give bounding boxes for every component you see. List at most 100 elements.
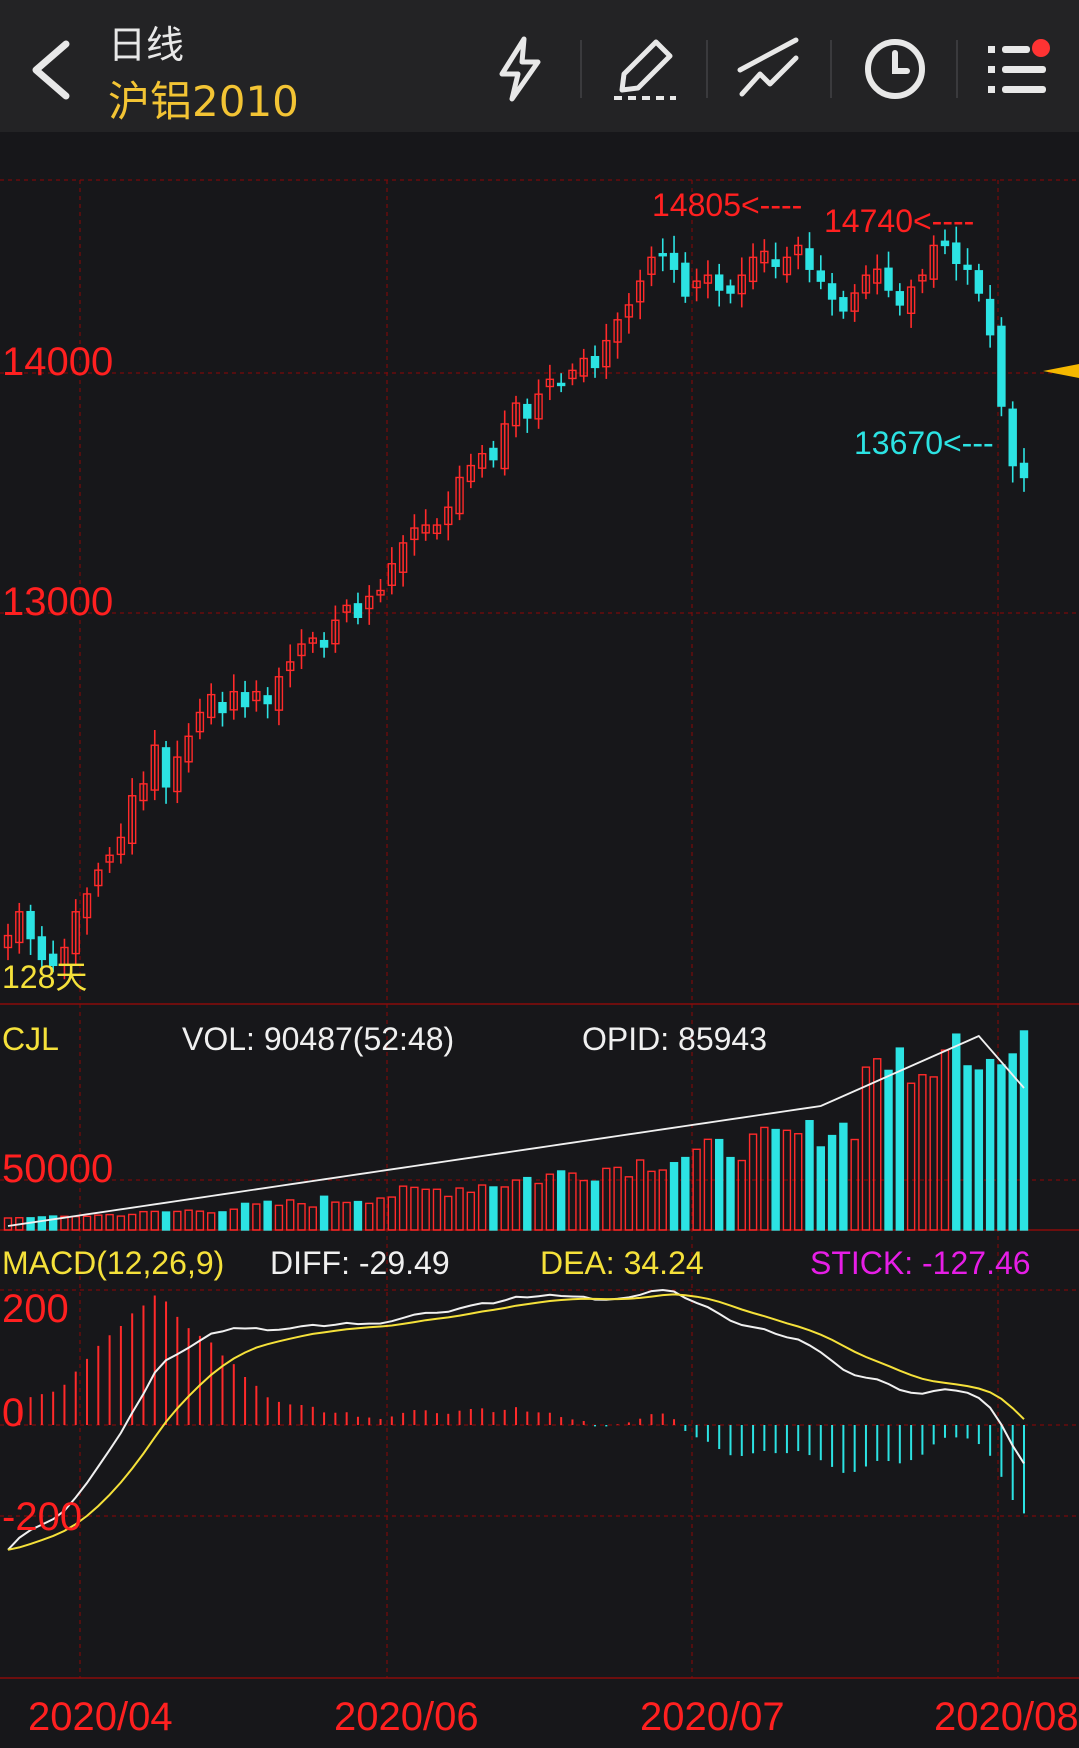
candle-body: [161, 747, 171, 788]
candle-body: [173, 756, 182, 793]
diff-line: [7, 1288, 1025, 1551]
candle-body: [48, 953, 58, 967]
volume-bar: [477, 1184, 487, 1231]
separator: [580, 40, 582, 98]
candle-body: [624, 304, 634, 318]
back-arrow-icon[interactable]: [26, 38, 76, 102]
volume-bar: [161, 1211, 171, 1231]
candle-body: [906, 286, 916, 314]
candle-body: [602, 339, 611, 368]
volume-bar: [1019, 1030, 1029, 1231]
candle-body: [410, 527, 419, 541]
volume-bar: [523, 1176, 532, 1231]
top-bar: [0, 0, 1079, 132]
candle-body: [105, 854, 114, 863]
volume-bar: [398, 1185, 408, 1231]
candle-body: [918, 274, 927, 282]
panel-borders: [0, 1003, 1079, 1679]
candle-body: [466, 464, 476, 483]
candle-body: [195, 711, 205, 733]
volume-bar: [545, 1173, 555, 1231]
volume-bar: [376, 1197, 385, 1231]
candle-body: [952, 242, 961, 264]
candle-body: [263, 695, 272, 705]
vol-tick: 50000: [2, 1147, 113, 1191]
macd-stick: STICK: -127.46: [810, 1245, 1031, 1281]
menu-list-icon[interactable]: [984, 36, 1050, 102]
period-title: 日线: [108, 23, 185, 67]
candle-body: [127, 795, 137, 844]
x-tick-2020-04: 2020/04: [28, 1695, 173, 1739]
volume-bar: [365, 1202, 374, 1231]
candle-body: [647, 256, 656, 275]
volume-bar: [489, 1186, 498, 1231]
volume-bar: [466, 1191, 476, 1231]
volume-bar: [805, 1120, 814, 1231]
volume-bar: [534, 1182, 543, 1231]
candle-body: [455, 476, 464, 515]
volume-bar: [3, 1217, 13, 1231]
candle-body: [116, 836, 126, 856]
volume-bar: [511, 1179, 521, 1231]
volume-bar: [229, 1208, 238, 1231]
volume-bar: [455, 1187, 464, 1231]
candle-body: [150, 744, 159, 791]
volume-bar: [873, 1058, 882, 1231]
macd-tick-200: 200: [2, 1287, 69, 1331]
low-price-label: 13670<---: [854, 425, 994, 461]
volume-bar: [116, 1215, 126, 1231]
volume-bar: [884, 1069, 893, 1231]
macd-tick-neg200: -200: [2, 1495, 82, 1539]
candle-body: [1019, 462, 1029, 479]
candle-body: [963, 264, 972, 270]
candle-body: [771, 259, 780, 267]
candle-body: [997, 325, 1006, 407]
volume-bar: [782, 1129, 792, 1231]
symbol-title: 沪铝2010: [108, 77, 299, 126]
volume-bar: [997, 1064, 1006, 1231]
volume-bar: [432, 1188, 442, 1231]
volume-bar: [353, 1200, 363, 1231]
y-tick-13000: 13000: [2, 580, 113, 624]
lightning-icon[interactable]: [494, 36, 546, 102]
candle-body: [206, 693, 216, 719]
kline-chart[interactable]: 14000 13000 14805<---- 14740<---- 13670<…: [0, 132, 1079, 1748]
clock-icon[interactable]: [862, 36, 928, 102]
candle-body: [297, 643, 306, 657]
candle-body: [737, 274, 746, 295]
candle-body: [929, 244, 938, 280]
volume-bar: [602, 1167, 611, 1231]
candle-body: [635, 280, 645, 303]
volume-bar: [286, 1199, 295, 1231]
volume-bar: [319, 1195, 329, 1231]
volume-bar: [308, 1206, 317, 1231]
candle-body: [816, 270, 825, 282]
volume-bar: [252, 1203, 261, 1231]
drawing-tool-icon[interactable]: [736, 36, 802, 102]
candle-body: [229, 690, 238, 711]
volume-bar: [850, 1138, 859, 1231]
volume-bar: [703, 1138, 713, 1231]
candle-body: [365, 595, 374, 610]
candle-body: [37, 936, 47, 961]
volume-bar: [500, 1186, 509, 1231]
y-tick-14000: 14000: [2, 340, 113, 384]
candle-body: [252, 690, 261, 702]
volume-bar: [624, 1176, 634, 1231]
pencil-icon[interactable]: [612, 36, 678, 102]
volume-bar: [195, 1210, 205, 1231]
candle-body: [82, 893, 92, 919]
x-tick-2020-07: 2020/07: [640, 1695, 785, 1739]
volume-bar: [726, 1156, 735, 1231]
vol-value: VOL: 90487(52:48): [182, 1021, 454, 1057]
candle-body: [534, 393, 543, 420]
candle-body: [139, 783, 148, 802]
volume-bar: [48, 1215, 58, 1231]
candle-body: [60, 946, 69, 967]
volume-bars: [3, 1030, 1029, 1231]
candle-body: [884, 267, 893, 291]
volume-bar: [342, 1201, 351, 1231]
volume-bar: [421, 1188, 430, 1231]
candle-body: [827, 283, 837, 300]
volume-bar: [816, 1146, 825, 1231]
